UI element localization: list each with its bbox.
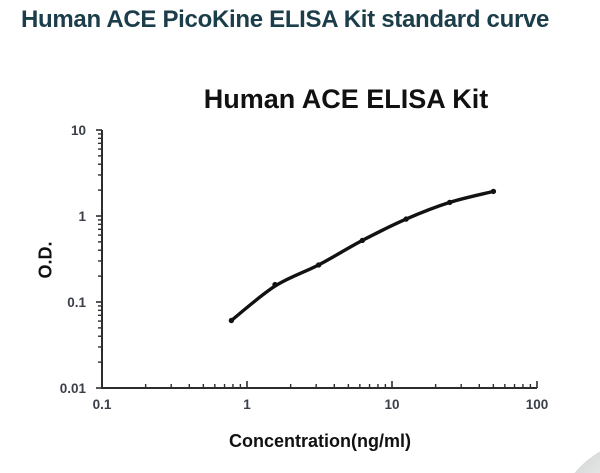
chart-title: Human ACE ELISA Kit: [203, 84, 489, 114]
data-point: [447, 199, 453, 206]
standard-curve-line: [229, 189, 496, 323]
data-point: [490, 188, 497, 195]
x-tick-label: 0.1: [93, 397, 112, 412]
y-tick-label: 0.01: [60, 381, 87, 396]
data-points: [228, 188, 497, 324]
data-point: [272, 281, 278, 288]
x-tick-label: 100: [526, 397, 549, 412]
y-axis-ticks: 0.01 0.1 1 10: [60, 123, 102, 396]
page-title: Human ACE PicoKine ELISA Kit standard cu…: [21, 6, 550, 33]
y-tick-label: 0.1: [67, 295, 86, 310]
x-axis-ticks: 0.1 1 10 100: [93, 381, 549, 412]
axes: [101, 130, 537, 389]
data-point: [359, 237, 366, 244]
x-tick-label: 10: [384, 397, 399, 412]
data-point: [228, 317, 235, 324]
x-axis-label: Concentration(ng/ml): [229, 431, 411, 451]
data-point: [316, 262, 322, 268]
data-point: [403, 216, 409, 222]
y-tick-label: 10: [71, 123, 86, 138]
y-tick-label: 1: [78, 209, 86, 224]
x-tick-label: 1: [243, 397, 251, 412]
